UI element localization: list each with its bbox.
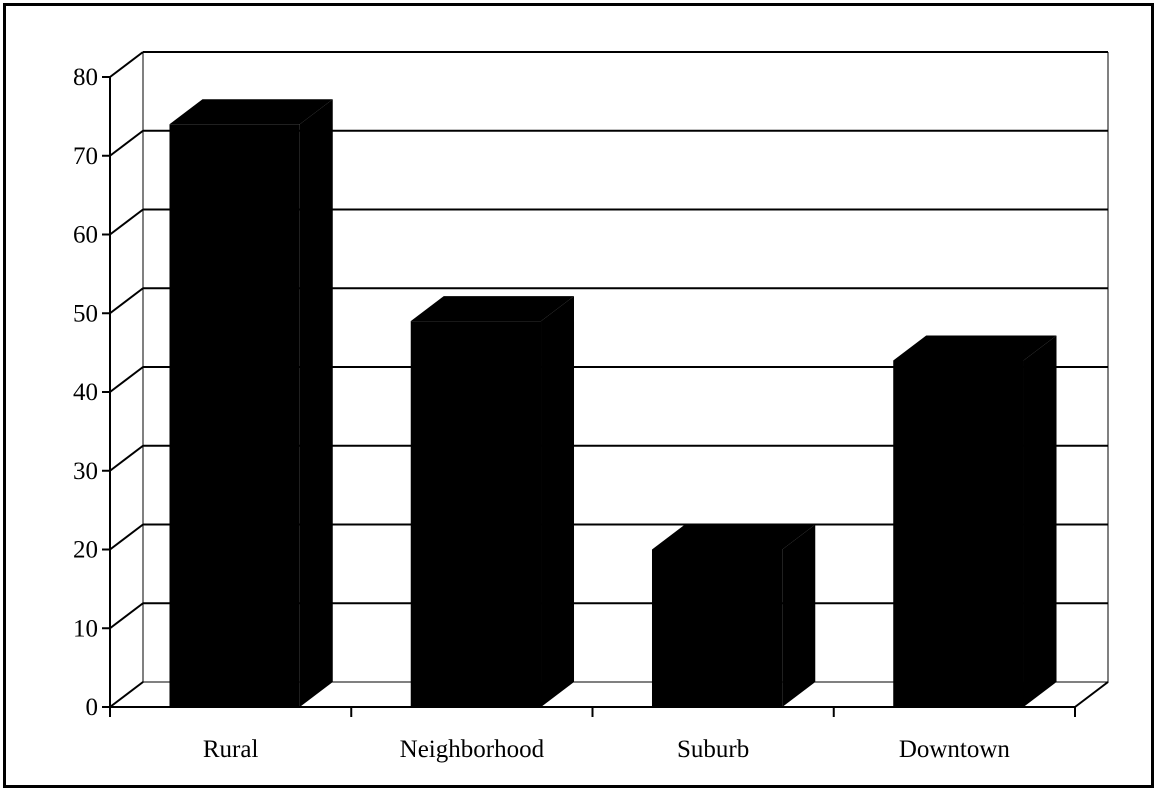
- bar-side-face: [299, 99, 333, 707]
- y-tick-label: 60: [73, 222, 98, 249]
- gridline-side-50: [109, 287, 144, 315]
- bar-rural: [169, 99, 333, 707]
- y-axis-tick-labels: 0 10 20 30 40 50 60 70 80: [73, 64, 98, 721]
- gridline-side-30: [109, 444, 144, 472]
- bar-downtown: [893, 335, 1057, 707]
- gridline-side-0: [109, 681, 144, 708]
- y-tick-label: 80: [73, 64, 98, 91]
- y-tick-label: 0: [86, 694, 99, 721]
- gridline-side-20: [109, 523, 144, 551]
- x-category-label: Neighborhood: [400, 736, 545, 763]
- bar-front-face: [410, 321, 542, 707]
- y-tick-label: 40: [73, 379, 98, 406]
- gridline-side-80: [109, 51, 144, 78]
- bar-side-face: [1023, 335, 1057, 707]
- bar-side-face: [782, 524, 816, 707]
- bar-front-face: [893, 360, 1024, 707]
- gridline-side-70: [109, 129, 144, 157]
- x-axis-category-labels: Rural Neighborhood Suburb Downtown: [203, 736, 1011, 763]
- x-category-label: Downtown: [899, 736, 1011, 763]
- x-category-label: Suburb: [677, 736, 749, 763]
- gridline-side-10: [109, 602, 144, 630]
- bars: [169, 99, 1057, 707]
- floor-right-edge: [1074, 681, 1109, 708]
- bar-top-face: [651, 524, 816, 550]
- y-tick-label: 50: [73, 300, 98, 327]
- bar-top-face: [410, 296, 575, 322]
- x-category-label: Rural: [203, 736, 259, 763]
- y-tick-label: 70: [73, 143, 98, 170]
- bar-suburb: [651, 524, 816, 707]
- y-tick-label: 10: [73, 615, 98, 642]
- gridline-side-40: [109, 366, 144, 393]
- y-tick-label: 30: [73, 458, 98, 485]
- y-tick-label: 20: [73, 537, 98, 564]
- bar-front-face: [169, 124, 300, 707]
- bar-top-face: [169, 99, 333, 125]
- bar-neighborhood: [410, 296, 575, 707]
- gridline-side-60: [109, 208, 144, 236]
- bar-side-face: [541, 296, 575, 707]
- bar-front-face: [651, 549, 783, 707]
- bar-top-face: [893, 335, 1057, 361]
